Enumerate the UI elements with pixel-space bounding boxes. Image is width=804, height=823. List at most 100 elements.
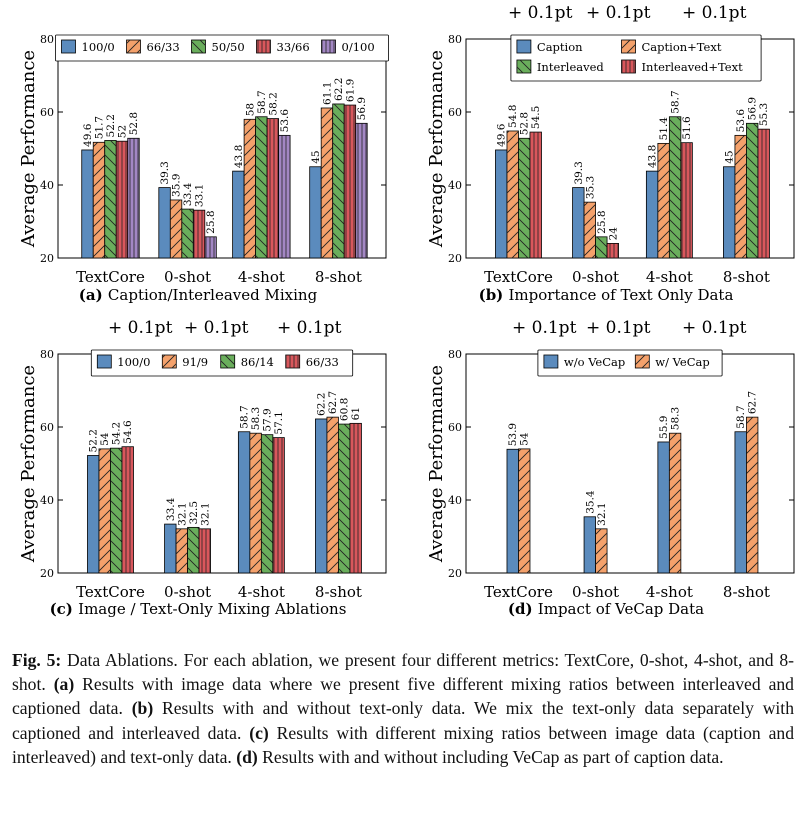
data-label: 33.4: [165, 497, 177, 521]
x-tick-label: 8-shot: [315, 268, 362, 286]
data-label: 58.7: [670, 90, 682, 113]
bar-hatch: [595, 236, 608, 258]
data-label: 61.9: [344, 79, 356, 102]
legend-swatch-hatch: [220, 355, 235, 368]
legend-label: 86/14: [241, 355, 274, 369]
y-tick-label: 40: [448, 179, 462, 192]
y-axis-label: Average Performance: [18, 365, 39, 563]
bar-hatch: [278, 135, 291, 258]
bar-hatch: [104, 140, 117, 258]
data-label: 58.7: [735, 405, 747, 428]
data-label: 58.3: [250, 407, 262, 430]
caption-fig-label: Fig. 5:: [12, 650, 62, 670]
bar-hatch: [344, 105, 356, 258]
legend-label: Interleaved+Text: [642, 60, 744, 74]
legend: Caption Caption+Text Interleaved Interleave…: [510, 34, 762, 82]
top-annotation: + 0.1pt: [682, 3, 747, 23]
y-axis-label: Average Performance: [426, 365, 447, 563]
legend-swatch-hatch: [162, 355, 177, 368]
data-label: 51.6: [681, 116, 693, 140]
data-label: 39.3: [159, 161, 171, 184]
top-annotation: + 0.1pt: [108, 318, 173, 338]
legend: 100/0 66/33 50/50 33/66 0/100: [55, 34, 389, 62]
bar-4-shot-100/0: [237, 431, 251, 574]
legend: 100/0 91/9 86/14 66/33: [90, 349, 354, 377]
y-axis-label: Average Performance: [18, 50, 39, 248]
data-label: 33.1: [194, 184, 206, 207]
bar-hatch: [199, 528, 211, 573]
caption-a-label: (a): [53, 674, 75, 695]
legend-swatch: [516, 39, 532, 54]
data-label: 24: [607, 227, 619, 241]
data-label: 32.1: [596, 502, 608, 525]
bar-hatch: [355, 123, 368, 258]
y-tick-label: 20: [40, 567, 54, 580]
legend-swatch-hatch: [516, 60, 531, 73]
caption-c-label: (c): [249, 722, 269, 743]
data-label: 35.4: [584, 490, 596, 514]
data-label: 58.7: [256, 90, 268, 113]
data-label: 62.7: [327, 391, 339, 414]
bar-TextCore-w/o VeCap: [506, 448, 519, 574]
legend-label: Caption: [537, 40, 583, 54]
data-label: 43.8: [647, 145, 659, 168]
bar-hatch: [321, 107, 333, 258]
caption-b-label: (b): [131, 698, 154, 719]
bar-0-shot-w/o VeCap: [583, 516, 596, 574]
data-label: 62.2: [316, 393, 328, 416]
bar-hatch: [181, 209, 194, 258]
y-tick-label: 60: [448, 106, 462, 119]
data-label: 54.6: [122, 420, 134, 444]
data-label: 49.6: [496, 123, 508, 147]
bar-4-shot-w/o VeCap: [657, 441, 670, 574]
bar-8-shot-100/0: [309, 166, 322, 259]
bar-hatch: [506, 130, 519, 258]
bar-hatch: [349, 423, 362, 573]
y-tick-label: 20: [448, 567, 462, 580]
legend-swatch-hatch: [285, 355, 300, 368]
data-label: 51.7: [93, 116, 105, 139]
x-tick-label: 0-shot: [572, 583, 619, 601]
legend-box: [510, 34, 762, 82]
bar-hatch: [193, 210, 205, 258]
legend-label: w/ VeCap: [655, 355, 709, 369]
x-tick-label: 4-shot: [238, 268, 285, 286]
bar-hatch: [170, 199, 182, 258]
data-label: 55.9: [658, 416, 670, 439]
bar-hatch: [98, 448, 111, 573]
y-tick-label: 80: [448, 348, 462, 361]
y-tick-label: 80: [448, 33, 462, 46]
legend-label: 50/50: [212, 40, 245, 54]
legend-swatch-hatch: [191, 40, 206, 53]
data-label: 39.3: [573, 161, 585, 184]
data-label: 58.3: [670, 407, 682, 430]
data-label: 33.4: [182, 182, 194, 206]
top-annotation: + 0.1pt: [508, 3, 573, 23]
bar-8-shot-w/o VeCap: [734, 431, 747, 574]
data-label: 52.8: [519, 112, 531, 135]
data-label: 52.2: [88, 429, 100, 452]
legend-swatch-hatch: [126, 40, 141, 53]
x-tick-label: TextCore: [76, 268, 145, 286]
data-label: 51.4: [658, 117, 670, 141]
bar-hatch: [187, 527, 200, 573]
legend-label: Caption+Text: [642, 40, 722, 54]
data-label: 45: [310, 150, 322, 163]
panel-subtitle: (a) Caption/Interleaved Mixing: [79, 286, 318, 304]
bar-hatch: [116, 141, 128, 258]
bar-hatch: [204, 236, 217, 258]
legend-label: w/o VeCap: [564, 355, 625, 369]
legend: w/o VeCap w/ VeCap: [537, 349, 723, 377]
bar-hatch: [734, 135, 747, 258]
x-tick-label: 8-shot: [315, 583, 362, 601]
data-label: 32.5: [188, 501, 200, 524]
bar-hatch: [338, 424, 350, 573]
data-label: 60.8: [339, 398, 351, 421]
data-label: 55.3: [758, 103, 770, 126]
bar-8-shot-Caption: [723, 166, 736, 259]
bar-TextCore-Caption: [495, 149, 508, 259]
bar-hatch: [93, 142, 105, 258]
bar-hatch: [261, 434, 273, 573]
